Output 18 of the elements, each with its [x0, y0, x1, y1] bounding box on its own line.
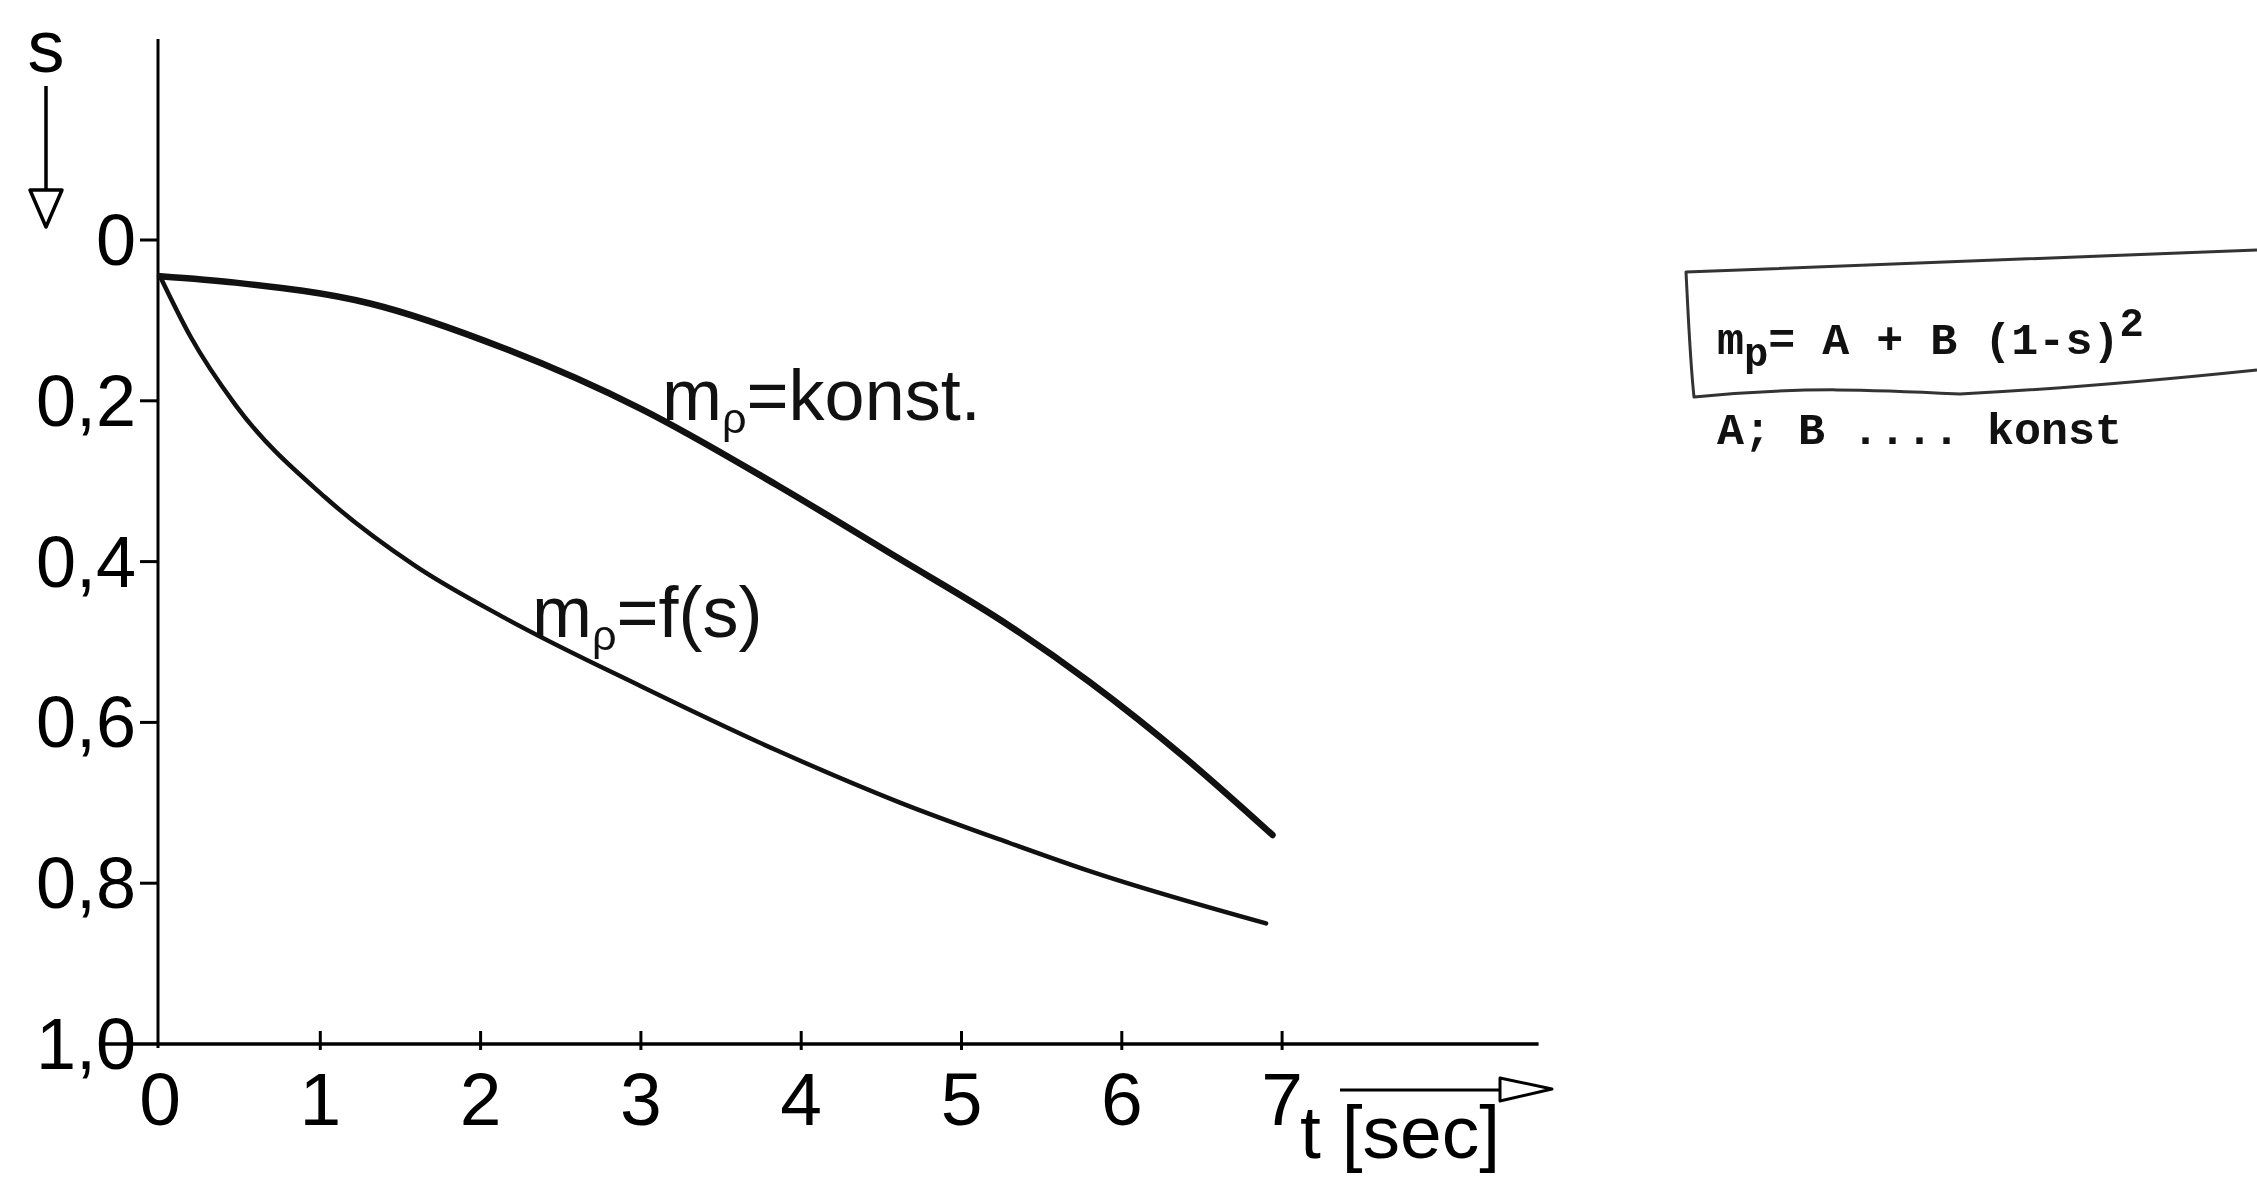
series-label: m$_{ρ}$=konst. [662, 355, 981, 442]
x-axis-title: t [sec] [1300, 1090, 1501, 1174]
y-tick-label: 0,4 [35, 521, 136, 602]
y-tick-label: 0,6 [35, 682, 136, 763]
text: A; B .... konst [1717, 407, 2123, 458]
x-tick-label: 1 [299, 1057, 342, 1141]
x-tick-label: 6 [1100, 1057, 1143, 1141]
x-tick-label: 3 [620, 1057, 662, 1141]
y-tick-label: 0,2 [35, 360, 136, 441]
y-axis-title: s [27, 5, 65, 88]
text: m$_{p}$= A + B (1-s)$^{2}$ [1717, 301, 2144, 379]
y-tick-label: 0,8 [35, 843, 136, 924]
x-tick-label: 5 [940, 1057, 983, 1141]
y-tick-label: 1,0 [35, 1004, 136, 1084]
x-tick-label: 2 [459, 1057, 502, 1141]
x-tick-label: 4 [780, 1057, 823, 1141]
series-label: m$_{ρ}$=f(s) [532, 572, 763, 659]
y-tick-label: 0 [95, 200, 136, 280]
